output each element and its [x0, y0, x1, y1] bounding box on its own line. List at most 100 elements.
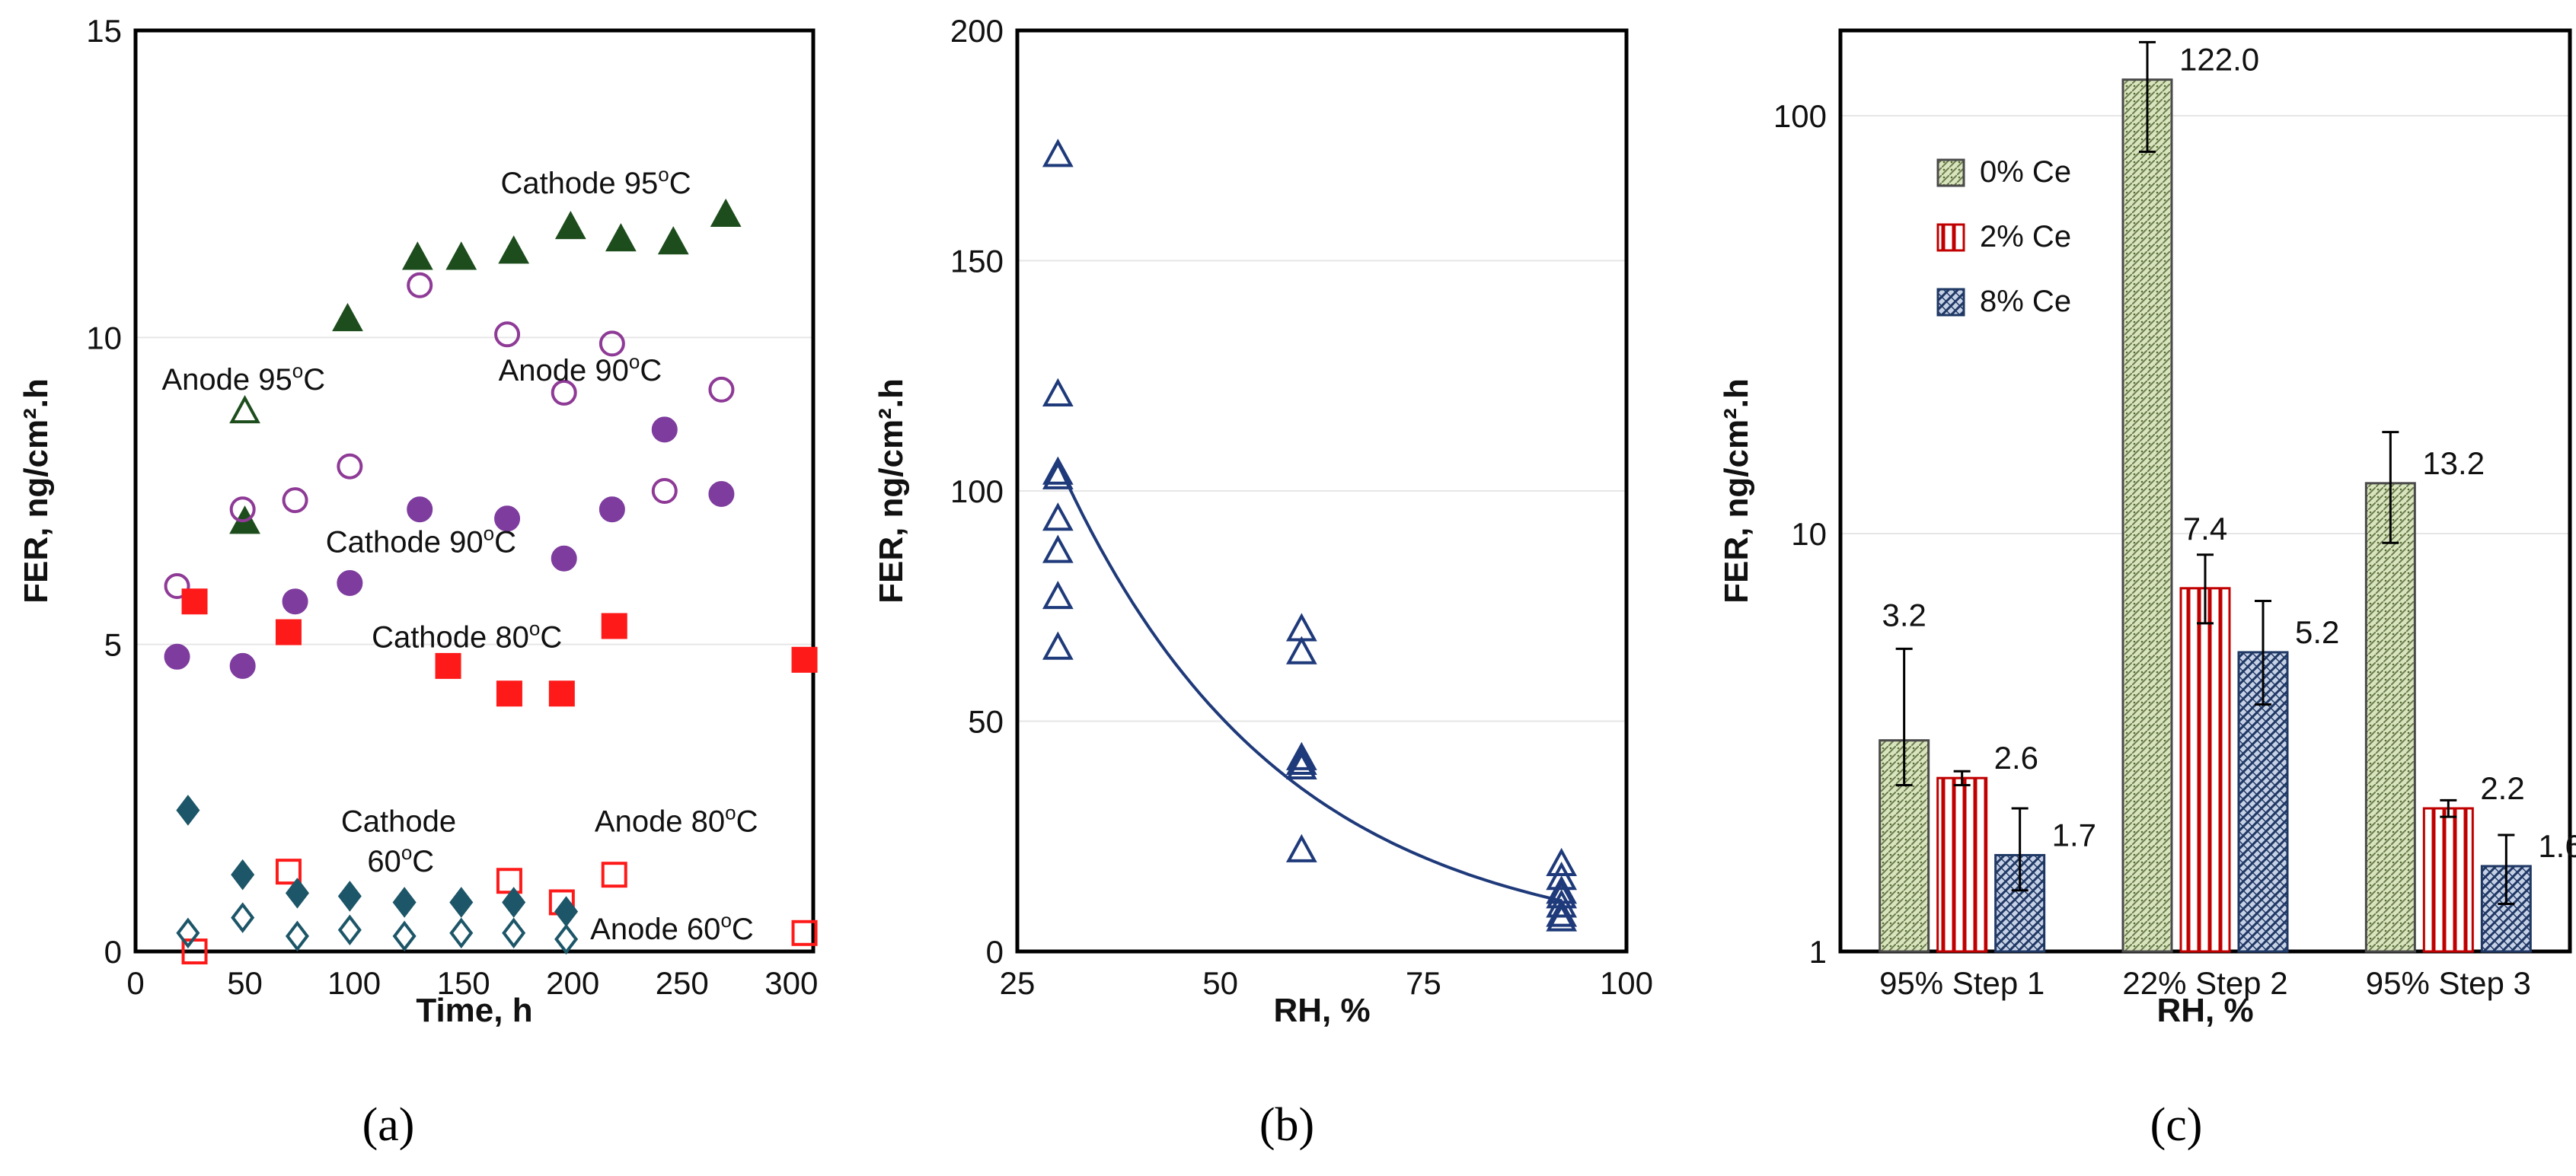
a-ylabel: FER, ng/cm².h [18, 378, 55, 604]
b-gridlines [1017, 260, 1626, 722]
a-annotation-text: Anode 80 [595, 805, 725, 839]
a-point [275, 619, 302, 645]
c-ytick-label: 100 [1773, 98, 1827, 134]
a-point [285, 920, 309, 952]
a-annotation-text: Anode 60 [590, 913, 720, 946]
a-annotation-text: Cathode [341, 805, 456, 839]
b-point [1042, 456, 1074, 485]
a-point [275, 859, 302, 885]
b-point [1546, 903, 1578, 932]
a-point [282, 487, 308, 514]
a-annotation-text: Cathode 95 [500, 167, 658, 200]
a-point [392, 920, 417, 952]
a-annotation: 60oC [367, 841, 434, 878]
b-point [1042, 461, 1074, 489]
a-xtick-label: 150 [437, 965, 490, 1001]
a-point [229, 394, 260, 424]
c-xlabel: RH, % [2156, 992, 2253, 1029]
a-point [435, 652, 461, 679]
b-xtick-label: 50 [1202, 965, 1238, 1001]
b-xlabel: RH, % [1273, 992, 1370, 1029]
a-point [498, 235, 530, 264]
c-data-label: 1.7 [2052, 817, 2096, 853]
a-point [285, 878, 309, 909]
b-point [1042, 139, 1074, 167]
c-legend-swatch [1936, 288, 1965, 317]
b-point [1042, 631, 1074, 660]
a-point [554, 210, 586, 240]
b-point [1042, 502, 1074, 531]
a-xtick-label: 100 [327, 965, 381, 1001]
a-annotation-unit: C [412, 845, 434, 878]
a-point [231, 902, 255, 933]
a-annotation-unit: C [736, 805, 758, 839]
a-gridlines [136, 336, 813, 645]
b-ytick-label: 200 [950, 13, 1004, 49]
c-bar [2121, 78, 2173, 953]
a-annotation: Cathode [341, 805, 456, 839]
a-point [605, 223, 637, 252]
a-point [599, 496, 625, 523]
b-point [1285, 833, 1317, 862]
a-point [496, 868, 522, 894]
a-point [176, 917, 200, 949]
a-point [407, 272, 433, 298]
c-bar [2422, 807, 2474, 953]
c-ytick-label: 10 [1791, 516, 1827, 552]
a-xtick-label: 0 [126, 965, 144, 1001]
a-xtick-label: 50 [227, 965, 263, 1001]
a-point [445, 241, 477, 270]
a-annotation-unit: C [640, 354, 662, 387]
a-point [282, 588, 308, 615]
a-point [449, 917, 474, 949]
a-annotation: Anode 80oC [595, 802, 758, 839]
a-point [599, 330, 625, 357]
b-ylabel: FER, ng/cm².h [873, 378, 910, 604]
a-annotation-unit: C [669, 167, 691, 200]
a-point [651, 478, 678, 504]
c-bar [2179, 587, 2231, 953]
a-point [502, 887, 526, 918]
a-panel-label: (a) [362, 1099, 415, 1151]
a-point [164, 573, 190, 600]
a-annotation-sup: o [401, 841, 412, 864]
a-annotation-unit: C [494, 526, 516, 559]
a-point [337, 881, 362, 912]
c-panel-label: (c) [2150, 1099, 2203, 1151]
c-data-label: 5.2 [2295, 614, 2339, 650]
c-gridlines [1840, 115, 2570, 535]
c-data-label: 13.2 [2422, 445, 2485, 481]
a-point [181, 588, 208, 615]
b-point [1546, 898, 1578, 927]
b-point [1285, 741, 1317, 770]
c-data-label: 1.6 [2538, 828, 2576, 864]
a-point [407, 496, 433, 523]
a-point [231, 859, 255, 891]
c-ytick-label: 1 [1809, 934, 1827, 970]
a-data-points [164, 198, 818, 964]
a-point [229, 652, 256, 679]
b-trendline [1056, 462, 1563, 903]
a-ytick-label: 0 [104, 934, 122, 970]
c-legend-label: 0% Ce [1980, 155, 2071, 189]
a-point [449, 887, 474, 918]
c-legend-label: 2% Ce [1980, 220, 2071, 253]
a-point [494, 505, 521, 532]
a-point [710, 198, 742, 227]
a-point [176, 795, 200, 826]
c-data-label: 2.6 [1994, 740, 2038, 776]
a-point [164, 643, 190, 670]
c-xtick-label: 95% Step 1 [1879, 965, 2045, 1001]
a-annotation-text: Cathode 80 [372, 621, 529, 655]
b-point [1546, 889, 1578, 918]
a-annotation: Cathode 95oC [500, 163, 691, 200]
a-annotation-sup: o [725, 802, 736, 824]
b-panel-label: (b) [1259, 1099, 1314, 1151]
a-annotation-sup: o [484, 522, 494, 545]
c-legend-swatch [1936, 223, 1965, 252]
b-point [1546, 847, 1578, 877]
b-data-points [1042, 139, 1578, 932]
b-ytick-label: 50 [968, 704, 1004, 740]
a-annotation-text: Cathode 90 [326, 526, 484, 559]
